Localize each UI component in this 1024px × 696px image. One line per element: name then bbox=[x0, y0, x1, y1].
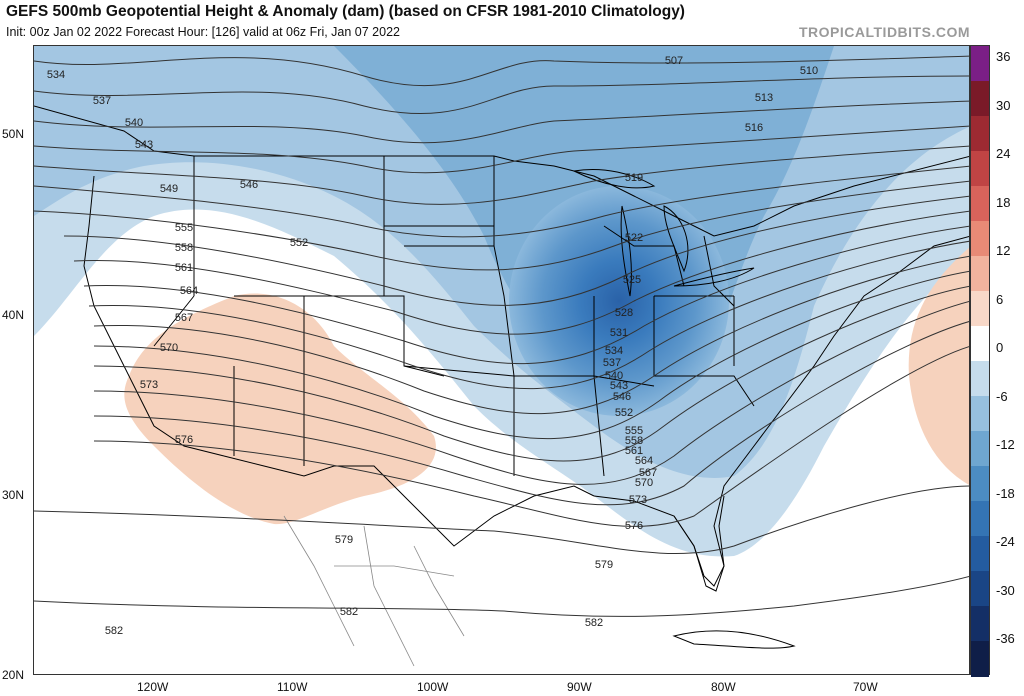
colorbar-segment bbox=[971, 46, 989, 82]
contour-label: 537 bbox=[603, 357, 621, 369]
contour-label: 531 bbox=[610, 327, 628, 339]
contour-label: 540 bbox=[605, 370, 623, 382]
longitude-label: 110W bbox=[277, 680, 308, 694]
colorbar-segment bbox=[971, 186, 989, 222]
colorbar-segment bbox=[971, 81, 989, 117]
map-canvas: 5075105135165195225255285315345375405435… bbox=[34, 46, 969, 667]
longitude-label: 120W bbox=[137, 680, 169, 694]
colorbar-segment bbox=[971, 431, 989, 467]
contour-label: 582 bbox=[585, 617, 603, 629]
height-contours bbox=[34, 55, 969, 617]
longitude-label: 90W bbox=[567, 680, 592, 694]
contour-label: 567 bbox=[639, 467, 657, 479]
colorbar-segment bbox=[971, 221, 989, 257]
colorbar-label: -6 bbox=[996, 388, 1008, 404]
contour-label: 519 bbox=[625, 172, 643, 184]
colorbar-segment bbox=[971, 536, 989, 572]
contour-label: 579 bbox=[595, 559, 613, 571]
contour-label: 576 bbox=[625, 520, 643, 532]
contour-label: 546 bbox=[240, 179, 258, 191]
colorbar-label: 36 bbox=[996, 49, 1011, 64]
colorbar-segment bbox=[971, 641, 989, 677]
latitude-label: 30N bbox=[2, 488, 25, 502]
latitude-label: 40N bbox=[2, 308, 25, 322]
contour-label: 543 bbox=[610, 380, 628, 392]
colorbar-label: 30 bbox=[996, 97, 1011, 113]
contour-label: 573 bbox=[140, 379, 158, 391]
contour-label: 534 bbox=[605, 345, 623, 357]
colorbar-label: -18 bbox=[996, 485, 1015, 501]
contour-label: 552 bbox=[615, 407, 633, 419]
colorbar-label: 6 bbox=[996, 291, 1004, 307]
contour-label: 567 bbox=[175, 312, 193, 324]
contour-label: 579 bbox=[335, 534, 353, 546]
contour-label: 582 bbox=[105, 625, 123, 637]
contour-label: 516 bbox=[745, 122, 763, 134]
colorbar-segment bbox=[971, 151, 989, 187]
forecast-info: Init: 00z Jan 02 2022 Forecast Hour: [12… bbox=[6, 25, 400, 39]
colorbar-segment bbox=[971, 116, 989, 152]
colorbar-segment bbox=[971, 396, 989, 432]
latitude-label: 50N bbox=[2, 127, 25, 141]
colorbar-label: -24 bbox=[996, 534, 1015, 549]
contour-label: 549 bbox=[160, 183, 178, 195]
latitude-label: 20N bbox=[2, 668, 25, 682]
colorbar-segment bbox=[971, 606, 989, 642]
contour-label: 543 bbox=[135, 139, 153, 151]
contour-label: 525 bbox=[623, 274, 641, 286]
colorbar-segment bbox=[971, 326, 989, 362]
positive-anomaly-atlantic bbox=[908, 247, 969, 485]
contour-label: 552 bbox=[290, 237, 308, 249]
colorbar-segment bbox=[971, 361, 989, 397]
weather-map: 507 510 513 516 519 522 525 528 531 534 537 540 543 5… bbox=[33, 45, 970, 675]
contour-label: 576 bbox=[175, 434, 193, 446]
contour-label: 573 bbox=[629, 494, 647, 506]
colorbar-label: 18 bbox=[996, 194, 1011, 210]
brand-watermark: TROPICALTIDBITS.COM bbox=[798, 24, 970, 40]
great-lakes bbox=[572, 168, 755, 297]
cuba bbox=[672, 630, 796, 649]
colorbar-segment bbox=[971, 571, 989, 607]
contour-label: 561 bbox=[625, 445, 643, 457]
contour-label: 570 bbox=[635, 477, 653, 489]
contour-label: 555 bbox=[625, 425, 643, 437]
colorbar-label: 12 bbox=[996, 243, 1011, 258]
contour-label: 561 bbox=[175, 262, 193, 274]
colorbar-label: 0 bbox=[996, 340, 1004, 355]
contour-label: 537 bbox=[93, 95, 111, 107]
contour-label: 582 bbox=[340, 606, 358, 618]
contour-label: 555 bbox=[175, 222, 193, 234]
contour-label: 510 bbox=[800, 65, 818, 77]
contour-label: 564 bbox=[635, 455, 653, 467]
longitude-label: 70W bbox=[853, 680, 878, 694]
colorbar bbox=[970, 45, 990, 677]
contour-label: 564 bbox=[180, 285, 198, 297]
contour-label: 522 bbox=[625, 232, 643, 244]
mexico-borders bbox=[283, 515, 465, 667]
contour-labels: 5075105135165195225255285315345375405435… bbox=[47, 55, 818, 637]
contour-label: 513 bbox=[755, 92, 773, 104]
colorbar-segment bbox=[971, 466, 989, 502]
longitude-label: 80W bbox=[711, 680, 736, 694]
trough-core bbox=[509, 186, 729, 416]
colorbar-label: -36 bbox=[996, 631, 1015, 646]
colorbar-label: -12 bbox=[996, 437, 1015, 452]
contour-label: 540 bbox=[125, 117, 143, 129]
contour-label: 558 bbox=[175, 242, 193, 254]
colorbar-label: 24 bbox=[996, 146, 1011, 161]
colorbar-segment bbox=[971, 501, 989, 537]
florida bbox=[673, 495, 725, 592]
contour-label: 528 bbox=[615, 307, 633, 319]
contour-label: 507 bbox=[665, 55, 683, 67]
contour-label: 558 bbox=[625, 435, 643, 447]
longitude-label: 100W bbox=[417, 680, 449, 694]
colorbar-segment bbox=[971, 256, 989, 292]
contour-label: 570 bbox=[160, 342, 178, 354]
contour-label: 534 bbox=[47, 69, 65, 81]
colorbar-segment bbox=[971, 291, 989, 327]
colorbar-label: -30 bbox=[996, 582, 1015, 598]
contour-label: 546 bbox=[613, 391, 631, 403]
page-title: GEFS 500mb Geopotential Height & Anomaly… bbox=[6, 3, 685, 20]
